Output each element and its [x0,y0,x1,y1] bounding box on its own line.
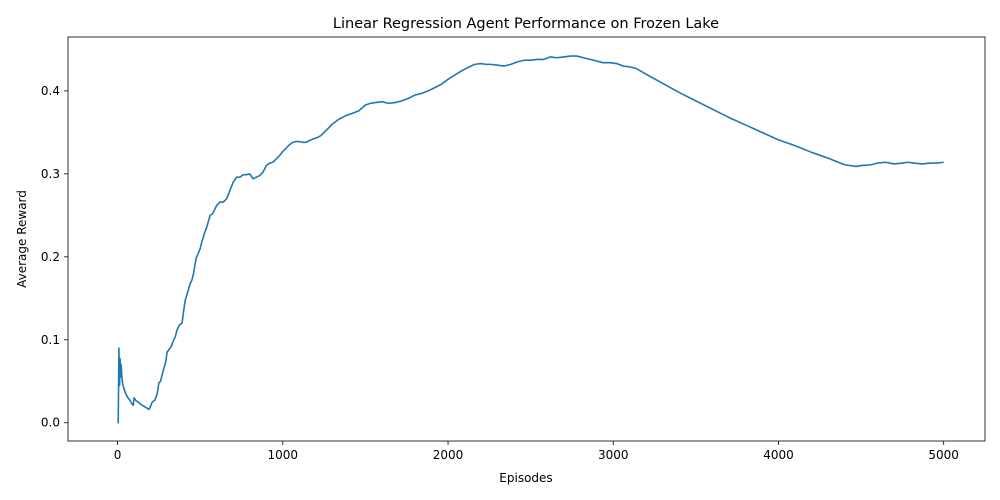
plot-frame [67,36,986,442]
x-axis: 0 1000 2000 3000 4000 5000 [114,441,959,462]
y-axis-label: Average Reward [15,190,29,288]
plot-area [67,36,986,442]
y-tick-label: 0.0 [41,416,60,430]
x-tick-label: 2000 [433,448,464,462]
x-tick-label: 4000 [763,448,794,462]
series-line [117,55,944,424]
x-tick-label: 3000 [598,448,629,462]
x-tick-label: 1000 [268,448,299,462]
y-tick-label: 0.1 [41,333,60,347]
x-axis-label: Episodes [499,471,552,485]
x-tick-label: 0 [114,448,122,462]
chart-title: Linear Regression Agent Performance on F… [333,16,719,32]
y-tick-label: 0.2 [41,250,60,264]
y-tick-label: 0.4 [41,84,60,98]
y-axis: 0.0 0.1 0.2 0.3 0.4 [41,84,68,430]
x-tick-label: 5000 [928,448,959,462]
y-tick-label: 0.3 [41,167,60,181]
